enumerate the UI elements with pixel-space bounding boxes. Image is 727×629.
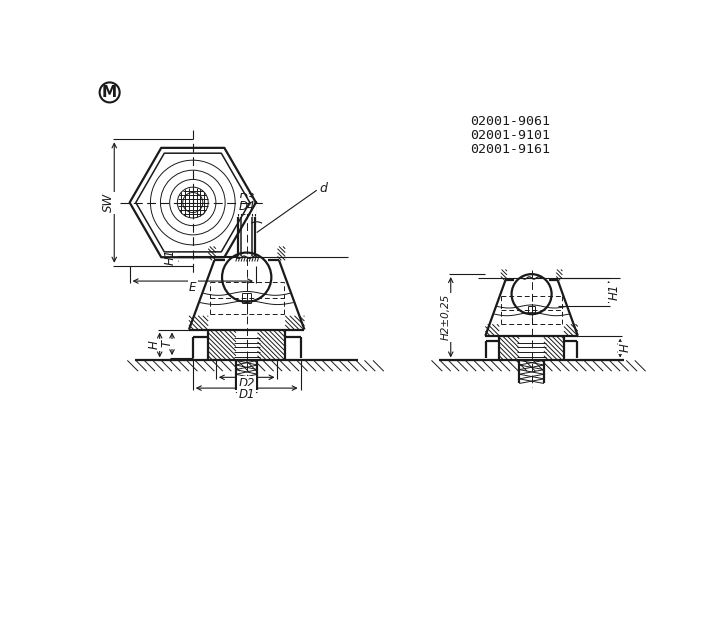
Text: H2±0,25: H2±0,25 xyxy=(441,294,450,340)
Text: H1: H1 xyxy=(608,284,620,301)
Text: H: H xyxy=(148,340,161,350)
Text: T: T xyxy=(160,340,173,347)
Text: D4: D4 xyxy=(238,200,255,213)
Text: H: H xyxy=(619,343,632,352)
Text: H1: H1 xyxy=(164,248,177,265)
Text: 02001-9101: 02001-9101 xyxy=(470,129,550,142)
Text: D2: D2 xyxy=(238,377,255,390)
Text: M: M xyxy=(102,85,117,100)
Text: d: d xyxy=(320,182,328,195)
Text: D3: D3 xyxy=(238,192,255,205)
Text: D1: D1 xyxy=(238,387,255,401)
Text: E: E xyxy=(189,281,196,294)
Text: 02001-9061: 02001-9061 xyxy=(470,115,550,128)
Text: 02001-9161: 02001-9161 xyxy=(470,143,550,156)
Text: SW: SW xyxy=(103,193,116,212)
